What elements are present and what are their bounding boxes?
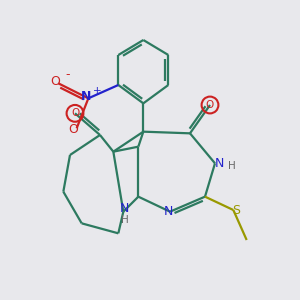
Text: N: N <box>120 202 130 215</box>
Text: N: N <box>215 157 224 170</box>
Text: +: + <box>93 86 102 96</box>
Text: O: O <box>50 75 60 88</box>
Text: H: H <box>121 215 129 225</box>
Text: N: N <box>164 205 173 218</box>
Text: O: O <box>71 108 79 118</box>
Text: O: O <box>69 123 79 136</box>
Text: N: N <box>81 90 91 103</box>
Text: O: O <box>206 100 214 110</box>
Text: S: S <box>232 203 240 217</box>
Text: H: H <box>228 161 236 171</box>
Text: -: - <box>65 68 70 81</box>
